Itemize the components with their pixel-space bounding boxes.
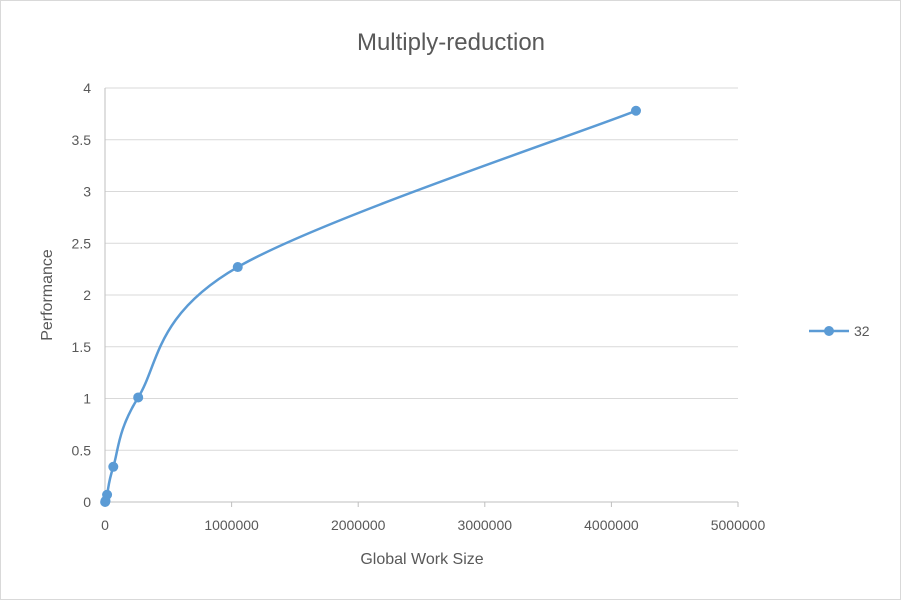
axes <box>104 88 739 507</box>
legend-label-0: 32 <box>854 323 870 339</box>
x-tick-label: 1000000 <box>204 517 259 533</box>
data-point-0-4 <box>133 392 144 403</box>
x-tick-labels: 0 1000000 2000000 3000000 4000000 5000000 <box>101 517 765 533</box>
x-tick-label: 4000000 <box>584 517 639 533</box>
x-tick-label: 3000000 <box>458 517 513 533</box>
y-tick-label: 4 <box>83 80 91 96</box>
x-tick-label: 0 <box>101 517 109 533</box>
y-axis-label: Performance <box>39 249 56 341</box>
data-point-0-5 <box>232 262 243 273</box>
legend-marker-0 <box>824 326 834 336</box>
y-tick-label: 3.5 <box>72 132 92 148</box>
x-axis-label: Global Work Size <box>360 551 483 568</box>
y-tick-label: 3 <box>83 184 91 200</box>
chart-title: Multiply-reduction <box>357 29 545 56</box>
data-point-0-6 <box>630 105 641 116</box>
gridlines <box>105 87 738 451</box>
y-tick-label: 2.5 <box>72 235 92 251</box>
x-tick-label: 2000000 <box>331 517 386 533</box>
y-tick-label: 2 <box>83 287 91 303</box>
series-line-0 <box>103 109 637 503</box>
y-tick-label: 0 <box>83 494 91 510</box>
data-point-0-2 <box>102 489 113 500</box>
legend: 32 <box>809 323 870 339</box>
series-group <box>100 105 641 507</box>
y-tick-labels: 0 0.5 1 1.5 2 2.5 3 3.5 4 <box>72 80 92 510</box>
data-point-0-3 <box>108 461 119 472</box>
y-tick-label: 1 <box>83 391 91 407</box>
y-tick-label: 1.5 <box>72 339 92 355</box>
y-tick-label: 0.5 <box>72 442 92 458</box>
x-tick-label: 5000000 <box>711 517 766 533</box>
